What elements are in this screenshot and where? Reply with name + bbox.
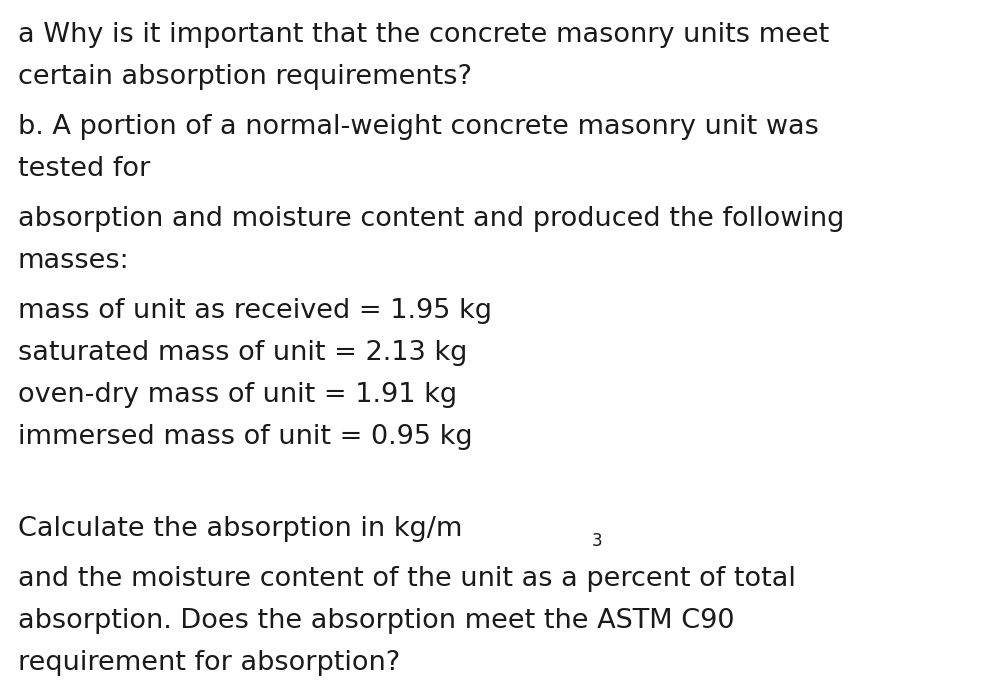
Text: immersed mass of unit = 0.95 kg: immersed mass of unit = 0.95 kg xyxy=(18,424,473,450)
Text: oven-dry mass of unit = 1.91 kg: oven-dry mass of unit = 1.91 kg xyxy=(18,382,457,408)
Text: absorption. Does the absorption meet the ASTM C90: absorption. Does the absorption meet the… xyxy=(18,608,735,634)
Text: certain absorption requirements?: certain absorption requirements? xyxy=(18,64,472,90)
Text: absorption and moisture content and produced the following: absorption and moisture content and prod… xyxy=(18,206,845,232)
Text: saturated mass of unit = 2.13 kg: saturated mass of unit = 2.13 kg xyxy=(18,340,468,366)
Text: tested for: tested for xyxy=(18,156,150,182)
Text: b. A portion of a normal-weight concrete masonry unit was: b. A portion of a normal-weight concrete… xyxy=(18,114,818,140)
Text: mass of unit as received = 1.95 kg: mass of unit as received = 1.95 kg xyxy=(18,298,492,324)
Text: masses:: masses: xyxy=(18,248,130,274)
Text: a Why is it important that the concrete masonry units meet: a Why is it important that the concrete … xyxy=(18,22,830,48)
Text: Calculate the absorption in kg/m: Calculate the absorption in kg/m xyxy=(18,516,463,542)
Text: and the moisture content of the unit as a percent of total: and the moisture content of the unit as … xyxy=(18,566,796,592)
Text: requirement for absorption?: requirement for absorption? xyxy=(18,650,400,676)
Text: 3: 3 xyxy=(592,532,602,550)
